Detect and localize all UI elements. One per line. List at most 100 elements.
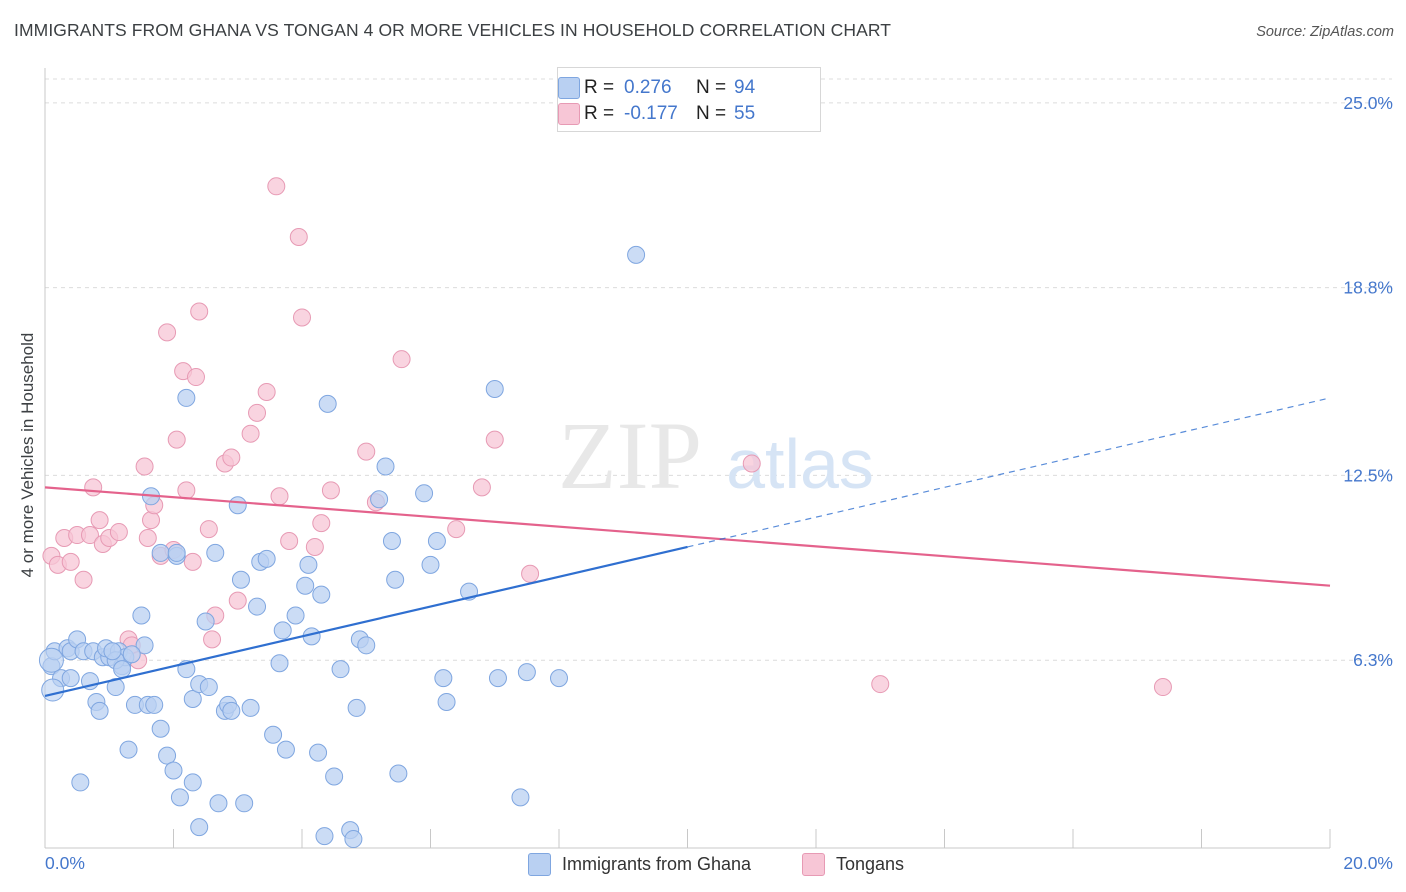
y-tick-label: 18.8% xyxy=(1343,278,1393,298)
ghana-point xyxy=(135,636,154,655)
tongans-trend-line xyxy=(44,486,1331,587)
axes xyxy=(44,68,1331,849)
n-label: N = xyxy=(696,103,727,124)
ghana-point xyxy=(61,669,80,688)
trend-lines xyxy=(44,397,1331,698)
tongans-point xyxy=(280,531,299,550)
ghana-point xyxy=(209,794,228,813)
ghana-point xyxy=(231,570,250,589)
tongans-point xyxy=(158,323,177,342)
tongans-point xyxy=(293,308,311,327)
r-value: 0.276 xyxy=(624,77,672,98)
stats-legend-row-ghana: R = 0.276 N = 94 xyxy=(558,77,756,99)
ghana-point xyxy=(286,606,305,625)
tongans-point xyxy=(392,350,411,369)
tongans-point xyxy=(109,523,128,542)
ghana-point xyxy=(235,794,254,813)
ghana-point xyxy=(199,678,218,697)
watermark: ZIP atlas xyxy=(558,402,874,509)
ghana-point xyxy=(145,695,164,714)
ghana-point xyxy=(170,788,189,807)
tongans-point xyxy=(742,454,761,473)
y-tick-label: 6.3% xyxy=(1353,650,1393,670)
r-label: R = xyxy=(584,77,615,98)
ghana-point xyxy=(183,689,202,708)
ghana-point xyxy=(312,585,331,604)
ghana-point xyxy=(167,543,186,562)
x-tick-label: 20.0% xyxy=(1343,853,1393,873)
ghana-swatch xyxy=(558,77,580,99)
ghana-point xyxy=(119,740,138,759)
tongans-point xyxy=(248,403,267,422)
ghana-point xyxy=(376,457,395,476)
tongans-point xyxy=(321,481,340,500)
ghana-point xyxy=(276,740,295,759)
ghana-point xyxy=(299,555,318,574)
ghana-point xyxy=(183,773,202,792)
ghana-point xyxy=(103,642,122,661)
ghana-point xyxy=(415,484,434,503)
tongans-point xyxy=(289,227,308,246)
ghana-point xyxy=(90,701,109,720)
ghana-point xyxy=(228,496,247,515)
ghana-point xyxy=(190,818,209,837)
ghana-point xyxy=(309,743,328,762)
ghana-point xyxy=(344,830,363,849)
tongans-point xyxy=(186,368,205,387)
n-label: N = xyxy=(696,77,727,98)
y-tick-label: 12.5% xyxy=(1343,465,1393,485)
tongans-point xyxy=(357,442,376,461)
tongans-point xyxy=(257,382,276,401)
tongans-point xyxy=(177,481,196,500)
ghana-point xyxy=(222,701,241,720)
tongans-point xyxy=(61,552,80,571)
tongans-point xyxy=(305,537,324,556)
ghana-point xyxy=(132,606,151,625)
ghana-point xyxy=(41,678,65,702)
ghana-point xyxy=(347,698,366,717)
tongans-legend-swatch xyxy=(802,852,825,876)
ghana-point xyxy=(122,645,141,664)
ghana-point xyxy=(389,764,408,783)
ghana-point xyxy=(206,543,225,562)
ghana-point xyxy=(331,660,350,679)
ghana-point xyxy=(318,394,337,413)
y-tick-label: 25.0% xyxy=(1343,93,1393,113)
chart-title: IMMIGRANTS FROM GHANA VS TONGAN 4 OR MOR… xyxy=(14,20,892,40)
legend-label-ghana: Immigrants from Ghana xyxy=(562,853,752,874)
tongans-point xyxy=(203,630,222,649)
ghana-point xyxy=(382,531,401,550)
legend-item-tongans[interactable]: Tongans xyxy=(802,852,904,876)
ghana-point xyxy=(164,761,183,780)
tongans-points xyxy=(42,177,1172,697)
tongans-point xyxy=(267,177,286,196)
n-value: 94 xyxy=(734,77,756,98)
ghana-point xyxy=(427,531,446,550)
stats-legend-row-tongans: R = -0.177 N = 55 xyxy=(558,103,756,125)
ghana-point xyxy=(437,692,456,711)
ghana-point xyxy=(151,543,170,562)
r-value: -0.177 xyxy=(624,103,678,124)
ghana-point xyxy=(370,490,389,509)
ghana-point xyxy=(517,663,536,682)
ghana-point xyxy=(627,245,646,264)
ghana-point xyxy=(151,719,170,738)
legend-item-ghana[interactable]: Immigrants from Ghana xyxy=(528,852,751,876)
tongans-point xyxy=(138,529,157,548)
ghana-point xyxy=(248,597,267,616)
tongans-point xyxy=(472,478,491,497)
ghana-point xyxy=(177,388,196,407)
tick-labels: 6.3% 12.5% 18.8% 25.0% 0.0% 20.0% xyxy=(45,93,1393,873)
ghana-point xyxy=(38,647,64,673)
ghana-point xyxy=(488,669,507,688)
ghana-point xyxy=(257,549,276,568)
ghana-point xyxy=(386,570,405,589)
tongans-point xyxy=(241,424,260,443)
n-value: 55 xyxy=(734,103,756,124)
tongans-point xyxy=(447,520,466,539)
ghana-point xyxy=(434,669,453,688)
r-label: R = xyxy=(584,103,615,124)
ghana-point xyxy=(357,636,376,655)
ghana-point xyxy=(273,621,292,640)
